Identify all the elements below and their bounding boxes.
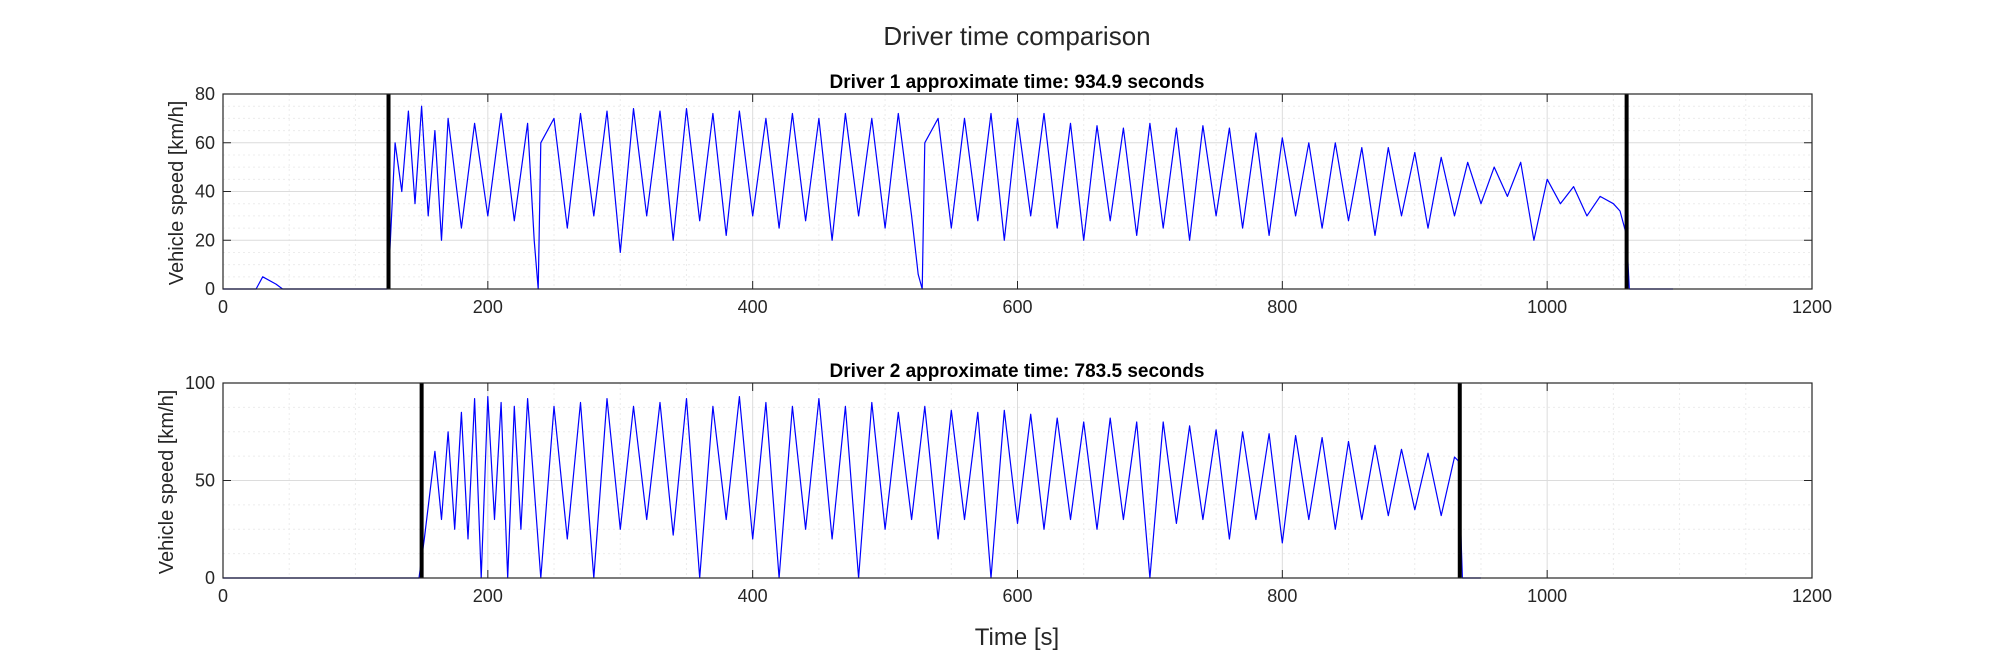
y-axis-label-driver-2: Vehicle speed [km/h] — [156, 390, 178, 575]
x-tick-label-driver-2: 600 — [1002, 586, 1032, 606]
speed-line-driver-1 — [223, 105, 1673, 290]
x-tick-label-driver-2: 0 — [218, 586, 228, 606]
y-tick-label-driver-2: 0 — [205, 568, 215, 588]
figure-title: Driver time comparison — [883, 21, 1150, 51]
x-axis-label: Time [s] — [975, 624, 1059, 651]
x-tick-label-driver-2: 1200 — [1792, 586, 1832, 606]
x-tick-label-driver-1: 1200 — [1792, 297, 1832, 317]
y-tick-label-driver-2: 50 — [195, 471, 215, 491]
y-tick-label-driver-1: 80 — [195, 84, 215, 104]
x-tick-label-driver-1: 0 — [218, 297, 228, 317]
y-axis-label-driver-1: Vehicle speed [km/h] — [166, 101, 188, 286]
x-tick-label-driver-1: 400 — [738, 297, 768, 317]
x-tick-label-driver-2: 800 — [1267, 586, 1297, 606]
y-tick-label-driver-1: 20 — [195, 230, 215, 250]
subplot-title-driver-1: Driver 1 approximate time: 934.9 seconds — [830, 72, 1205, 93]
y-tick-label-driver-2: 100 — [185, 373, 215, 393]
subplot-title-driver-2: Driver 2 approximate time: 783.5 seconds — [830, 361, 1205, 382]
y-tick-label-driver-1: 40 — [195, 182, 215, 202]
x-tick-label-driver-2: 400 — [738, 586, 768, 606]
x-tick-label-driver-2: 1000 — [1527, 586, 1567, 606]
x-tick-label-driver-1: 200 — [473, 297, 503, 317]
y-tick-label-driver-1: 60 — [195, 133, 215, 153]
speed-series-driver-2 — [223, 396, 1481, 579]
speed-line-driver-2 — [223, 396, 1481, 579]
x-tick-label-driver-2: 200 — [473, 586, 503, 606]
speed-series-driver-1 — [223, 105, 1673, 290]
x-tick-label-driver-1: 800 — [1267, 297, 1297, 317]
x-tick-label-driver-1: 1000 — [1527, 297, 1567, 317]
subplot-driver-2: Driver 2 approximate time: 783.5 seconds… — [156, 361, 1832, 606]
subplot-driver-1: Driver 1 approximate time: 934.9 seconds… — [166, 72, 1832, 317]
y-tick-label-driver-1: 0 — [205, 279, 215, 299]
x-tick-label-driver-1: 600 — [1002, 297, 1032, 317]
